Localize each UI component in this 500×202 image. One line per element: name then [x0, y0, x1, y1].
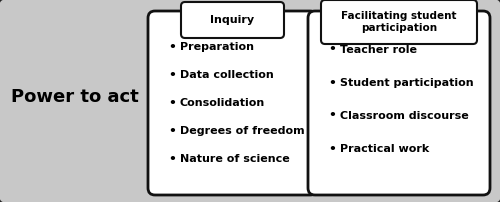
Text: Nature of science: Nature of science	[180, 154, 290, 164]
Text: •: •	[168, 124, 176, 138]
Text: Student participation: Student participation	[340, 78, 473, 88]
Text: •: •	[168, 97, 176, 109]
Text: •: •	[328, 109, 336, 122]
FancyBboxPatch shape	[148, 11, 317, 195]
Text: Teacher role: Teacher role	[340, 45, 417, 55]
Text: •: •	[168, 40, 176, 54]
Text: Consolidation: Consolidation	[180, 98, 265, 108]
Text: Classroom discourse: Classroom discourse	[340, 111, 469, 121]
FancyBboxPatch shape	[181, 2, 284, 38]
FancyBboxPatch shape	[308, 11, 490, 195]
Text: •: •	[168, 153, 176, 165]
Text: Practical work: Practical work	[340, 144, 429, 154]
Text: •: •	[328, 77, 336, 89]
Text: Power to act: Power to act	[11, 88, 139, 106]
Text: Inquiry: Inquiry	[210, 15, 254, 25]
FancyBboxPatch shape	[321, 0, 477, 44]
Text: Degrees of freedom: Degrees of freedom	[180, 126, 304, 136]
Text: Preparation: Preparation	[180, 42, 254, 52]
Text: Facilitating student
participation: Facilitating student participation	[341, 11, 457, 33]
Text: Data collection: Data collection	[180, 70, 274, 80]
Text: •: •	[328, 142, 336, 156]
Text: •: •	[328, 43, 336, 57]
Text: •: •	[168, 68, 176, 81]
